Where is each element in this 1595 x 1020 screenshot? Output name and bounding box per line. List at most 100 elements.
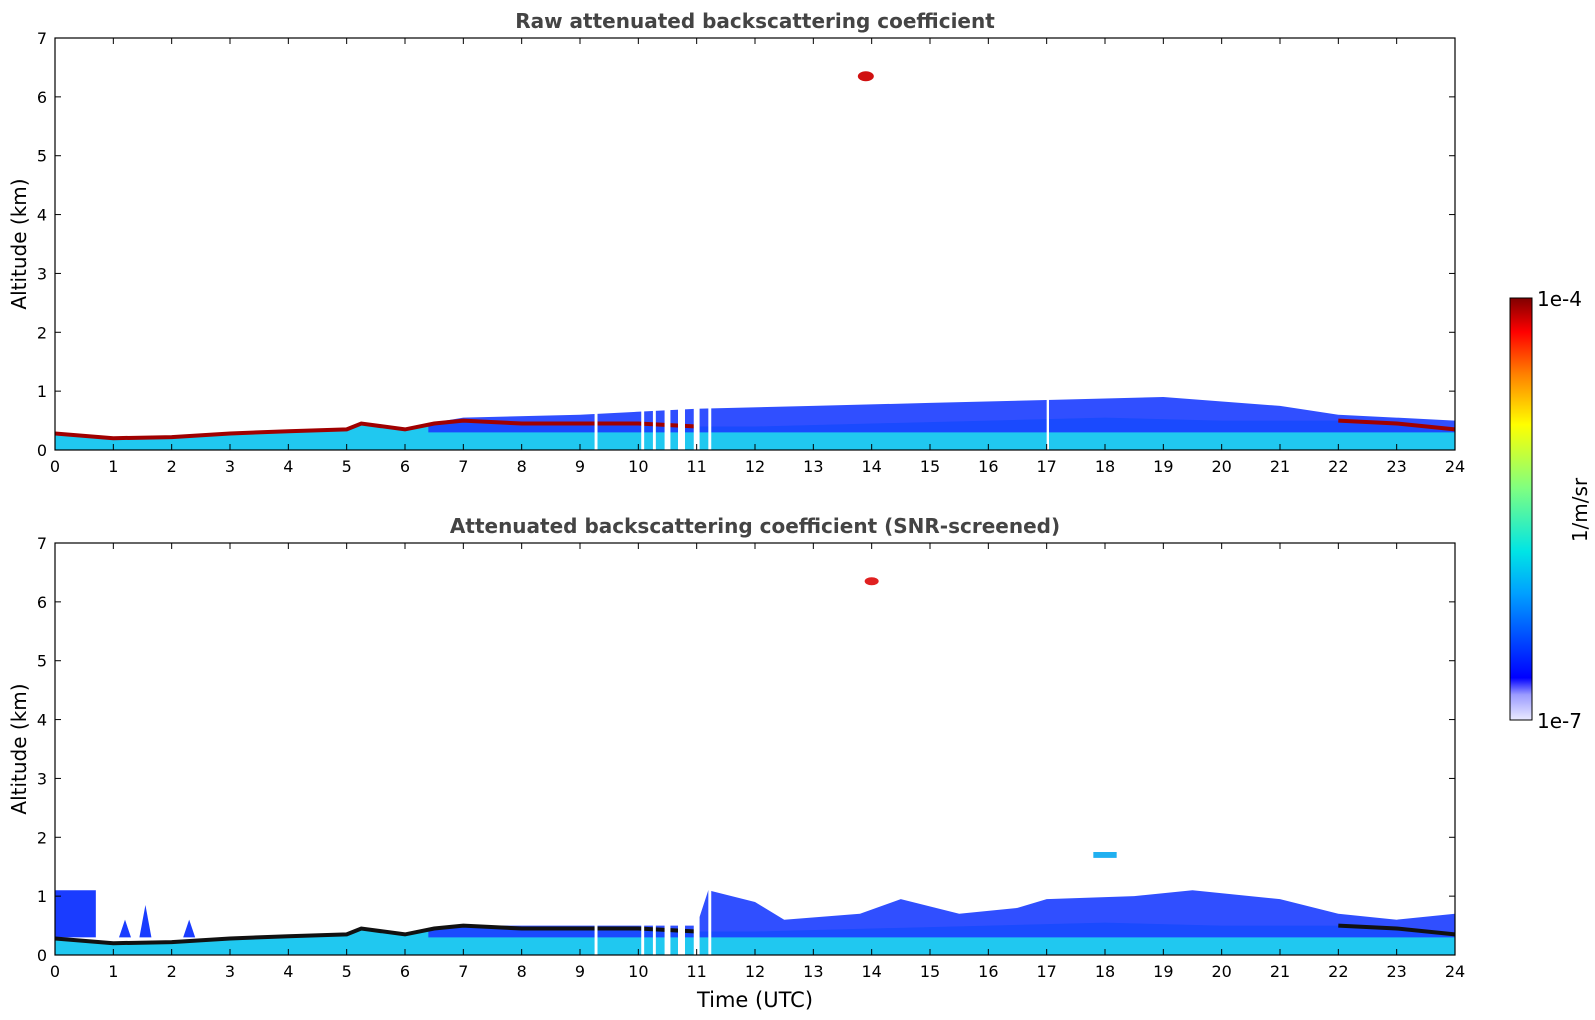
x-tick-label: 5 <box>342 457 352 476</box>
heatmap-field <box>55 543 1455 955</box>
y-tick-label: 5 <box>37 147 47 166</box>
data-gap <box>693 38 700 450</box>
x-tick-label: 15 <box>920 457 940 476</box>
y-tick-label: 0 <box>37 946 47 965</box>
chart-title: Raw attenuated backscattering coefficien… <box>515 9 995 33</box>
colorbar-unit-label: 1/m/sr <box>1568 477 1592 542</box>
x-tick-label: 6 <box>400 962 410 981</box>
aerosol-layer <box>428 890 1455 938</box>
y-tick-label: 6 <box>37 593 47 612</box>
x-tick-label: 7 <box>458 457 468 476</box>
bl-top-line <box>55 418 1455 441</box>
x-tick-label: 17 <box>1036 457 1056 476</box>
y-tick-label: 2 <box>37 323 47 342</box>
x-tick-label: 6 <box>400 457 410 476</box>
x-tick-label: 1 <box>108 457 118 476</box>
plot-background <box>55 543 1455 955</box>
colorbar-max-label: 1e-4 <box>1537 287 1582 311</box>
y-tick-label: 7 <box>37 534 47 553</box>
data-gap <box>708 38 712 450</box>
plume <box>139 904 152 938</box>
x-tick-label: 10 <box>628 457 648 476</box>
x-tick-label: 20 <box>1211 457 1231 476</box>
x-tick-label: 11 <box>686 457 706 476</box>
x-tick-label: 12 <box>745 962 765 981</box>
x-tick-label: 18 <box>1095 962 1115 981</box>
x-tick-label: 16 <box>978 457 998 476</box>
y-axis-label: Altitude (km) <box>7 683 31 814</box>
colorbar-ramp <box>1509 297 1533 721</box>
x-tick-label: 2 <box>167 962 177 981</box>
y-tick-label: 4 <box>37 711 47 730</box>
data-gap <box>664 38 671 450</box>
x-tick-label: 24 <box>1445 457 1465 476</box>
clear-region <box>145 335 432 450</box>
x-tick-label: 20 <box>1211 962 1231 981</box>
x-tick-label: 14 <box>861 457 881 476</box>
y-tick-label: 7 <box>37 29 47 48</box>
x-tick-label: 10 <box>628 962 648 981</box>
morning-layer <box>55 890 96 938</box>
x-tick-label: 13 <box>803 457 823 476</box>
x-tick-label: 2 <box>167 457 177 476</box>
heatmap-field <box>55 38 1455 450</box>
x-tick-label: 14 <box>861 962 881 981</box>
data-gap <box>652 38 656 450</box>
x-tick-label: 17 <box>1036 962 1056 981</box>
data-gap <box>678 884 685 955</box>
y-tick-label: 1 <box>37 887 47 906</box>
y-tick-label: 0 <box>37 441 47 460</box>
data-gap <box>678 38 685 450</box>
data-gap <box>693 884 700 955</box>
y-tick-label: 2 <box>37 828 47 847</box>
x-tick-label: 9 <box>575 962 585 981</box>
panel-raw: 0 1 2 3 4 5 6 7 8 9 10 11 12 13 14 15 16 17 18 19 20 21 22 23 24… <box>7 9 1465 476</box>
data-gap <box>594 38 598 450</box>
x-tick-label: 24 <box>1445 962 1465 981</box>
x-tick-label: 12 <box>745 457 765 476</box>
x-tick-label: 11 <box>686 962 706 981</box>
y-tick-label: 6 <box>37 88 47 107</box>
colorbar-min-label: 1e-7 <box>1537 709 1582 733</box>
x-tick-label: 23 <box>1386 457 1406 476</box>
bl-top-line <box>55 923 1455 946</box>
y-tick-label: 5 <box>37 652 47 671</box>
x-tick-label: 16 <box>978 962 998 981</box>
x-tick-label: 8 <box>517 962 527 981</box>
data-gap <box>641 884 645 955</box>
x-tick-label: 19 <box>1153 962 1173 981</box>
y-tick-label: 4 <box>37 206 47 225</box>
data-gap <box>594 884 598 955</box>
x-tick-label: 18 <box>1095 457 1115 476</box>
x-tick-label: 3 <box>225 962 235 981</box>
x-tick-label: 1 <box>108 962 118 981</box>
data-gap <box>1046 38 1049 450</box>
x-tick-label: 8 <box>517 457 527 476</box>
x-tick-label: 9 <box>575 457 585 476</box>
colorbar: 1e-4 1e-7 1/m/sr <box>1509 287 1592 733</box>
panel-snr: 0 1 2 3 4 5 6 7 8 9 10 11 12 13 14 15 16 17 18 19 20 21 22 23 24… <box>7 514 1465 1012</box>
data-gap <box>664 884 671 955</box>
x-tick-label: 22 <box>1328 962 1348 981</box>
y-tick-label: 3 <box>37 769 47 788</box>
upper-cloud <box>864 577 879 586</box>
x-tick-label: 21 <box>1270 457 1290 476</box>
x-tick-label: 22 <box>1328 457 1348 476</box>
x-tick-label: 3 <box>225 457 235 476</box>
x-tick-label: 0 <box>50 962 60 981</box>
y-axis-label: Altitude (km) <box>7 178 31 309</box>
x-tick-label: 4 <box>283 962 293 981</box>
x-tick-label: 21 <box>1270 962 1290 981</box>
upper-signal <box>55 38 1455 333</box>
y-tick-label: 1 <box>37 382 47 401</box>
x-tick-label: 0 <box>50 457 60 476</box>
plume <box>183 919 196 938</box>
data-gap <box>652 884 656 955</box>
chart-title: Attenuated backscattering coefficient (S… <box>450 514 1060 538</box>
x-tick-label: 13 <box>803 962 823 981</box>
x-tick-label: 4 <box>283 457 293 476</box>
x-tick-label: 5 <box>342 962 352 981</box>
data-gap <box>641 38 645 450</box>
x-tick-label: 23 <box>1386 962 1406 981</box>
